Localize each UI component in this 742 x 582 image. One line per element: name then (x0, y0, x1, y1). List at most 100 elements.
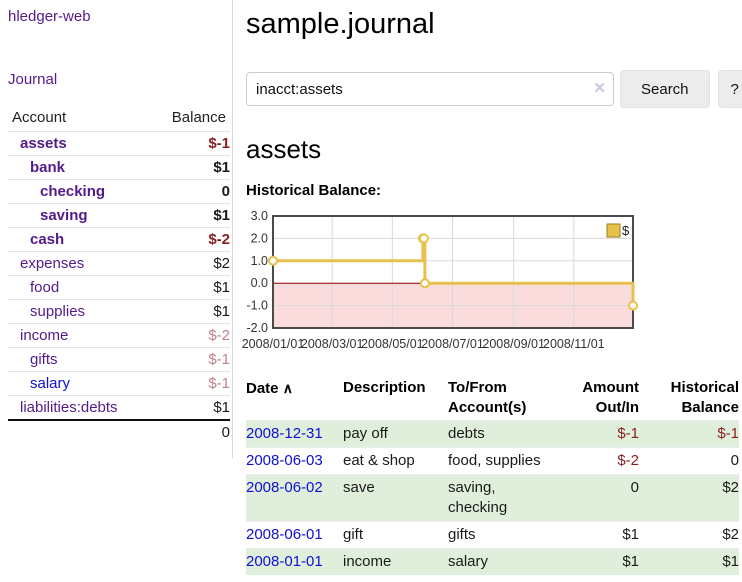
chart-title: Historical Balance: (246, 182, 382, 199)
register-header-date[interactable]: Date ∧ (246, 376, 343, 421)
register-header-balance: Historical Balance (670, 379, 739, 416)
svg-text:2008/11/01: 2008/11/01 (543, 337, 605, 351)
register-row: 2008-06-02 save saving, checking 0 $2 (246, 474, 739, 522)
register-header-description: Description (343, 379, 426, 396)
transaction-amount: $-2 (563, 447, 639, 475)
transaction-balance: $-1 (639, 420, 739, 448)
account-row: checking 0 (8, 179, 230, 204)
main-content: sample.journal ✕ Search ? assets Histori… (233, 0, 742, 575)
account-balance: $1 (149, 395, 230, 420)
account-row: income $-2 (8, 323, 230, 348)
accounts-total-value: 0 (149, 419, 230, 444)
account-link[interactable]: supplies (30, 303, 86, 320)
register-row: 2008-01-01 income salary $1 $1 (246, 548, 739, 575)
account-balance: $-1 (149, 347, 230, 372)
search-button[interactable]: Search (620, 70, 710, 108)
transaction-date-link[interactable]: 2008-12-31 (246, 425, 323, 442)
search-input[interactable] (246, 72, 614, 106)
transaction-amount: $1 (563, 521, 639, 549)
transaction-description: gift (343, 521, 448, 549)
account-balance: $1 (149, 203, 230, 228)
transaction-accounts: saving, checking (448, 474, 563, 522)
register-row: 2008-06-01 gift gifts $1 $2 (246, 521, 739, 549)
transaction-description: income (343, 548, 448, 575)
svg-text:2008/09/01: 2008/09/01 (482, 337, 545, 351)
account-balance: $-1 (149, 131, 230, 156)
svg-text:2008/07/01: 2008/07/01 (421, 337, 484, 351)
register-header-row: Date ∧ Description To/From Account(s) Am… (246, 376, 739, 421)
account-link[interactable]: liabilities:debts (20, 399, 118, 416)
transaction-balance: 0 (639, 447, 739, 475)
register-table: Date ∧ Description To/From Account(s) Am… (246, 376, 739, 575)
help-button[interactable]: ? (717, 70, 742, 108)
register-header-amount: Amount Out/In (582, 379, 639, 416)
account-heading: assets (246, 134, 322, 164)
search-form: ✕ Search ? (246, 70, 742, 108)
register-row: 2008-06-03 eat & shop food, supplies $-2… (246, 447, 739, 475)
svg-text:3.0: 3.0 (251, 209, 268, 223)
accounts-table: Account Balance assets $-1 bank $1 check… (8, 107, 230, 444)
account-row: assets $-1 (8, 131, 230, 156)
account-balance: 0 (149, 179, 230, 204)
account-link[interactable]: food (30, 279, 60, 296)
app-title-link[interactable]: hledger-web (8, 8, 91, 25)
account-row: expenses $2 (8, 251, 230, 276)
sidebar: hledger-web Journal Account Balance asse… (0, 0, 233, 458)
transaction-balance: $2 (639, 474, 739, 522)
transaction-accounts: salary (448, 548, 563, 575)
transaction-balance: $1 (639, 548, 739, 575)
transaction-description: pay off (343, 420, 448, 448)
svg-text:$: $ (622, 223, 630, 238)
transaction-description: eat & shop (343, 447, 448, 475)
account-row: food $1 (8, 275, 230, 300)
accounts-total-row: 0 (8, 419, 230, 444)
register-header-accounts: To/From Account(s) (448, 379, 527, 416)
transaction-amount: 0 (563, 474, 639, 522)
account-link[interactable]: cash (30, 231, 65, 248)
date-header-label: Date (246, 380, 279, 397)
transaction-amount: $-1 (563, 420, 639, 448)
account-row: supplies $1 (8, 299, 230, 324)
svg-text:0.0: 0.0 (251, 276, 268, 290)
account-balance: $1 (149, 155, 230, 180)
accounts-header-row: Account Balance (8, 107, 230, 132)
register-row: 2008-12-31 pay off debts $-1 $-1 (246, 420, 739, 448)
sidebar-item-journal[interactable]: Journal (8, 71, 58, 88)
transaction-accounts: food, supplies (448, 447, 563, 475)
account-balance: $1 (149, 299, 230, 324)
svg-text:2008/01/01: 2008/01/01 (242, 337, 305, 351)
transaction-date-link[interactable]: 2008-06-01 (246, 526, 323, 543)
account-link[interactable]: income (20, 327, 69, 344)
account-row: bank $1 (8, 155, 230, 180)
account-balance: $2 (149, 251, 230, 276)
account-link[interactable]: bank (30, 159, 66, 176)
account-link[interactable]: gifts (30, 351, 58, 368)
transaction-description: save (343, 474, 448, 522)
svg-text:2.0: 2.0 (251, 231, 268, 245)
transaction-accounts: debts (448, 420, 563, 448)
account-balance: $1 (149, 275, 230, 300)
transaction-balance: $2 (639, 521, 739, 549)
transaction-date-link[interactable]: 2008-01-01 (246, 553, 323, 570)
balance-chart-svg: 3.0 2.0 1.0 0.0 -1.0 -2.0 2008/01/012008/03/01… (242, 209, 638, 351)
svg-text:-1.0: -1.0 (246, 299, 268, 313)
account-balance: $-2 (149, 323, 230, 348)
account-row: gifts $-1 (8, 347, 230, 372)
account-link[interactable]: saving (40, 207, 88, 224)
account-link[interactable]: expenses (20, 255, 85, 272)
account-link[interactable]: assets (20, 135, 67, 152)
account-link[interactable]: checking (40, 183, 106, 200)
balance-column-header: Balance (171, 109, 226, 126)
account-link[interactable]: salary (30, 375, 71, 392)
account-column-header: Account (12, 109, 67, 126)
transaction-date-link[interactable]: 2008-06-02 (246, 479, 323, 496)
svg-text:2008/05/01: 2008/05/01 (361, 337, 424, 351)
clear-search-icon[interactable]: ✕ (593, 80, 606, 97)
transaction-accounts: gifts (448, 521, 563, 549)
account-balance: $-1 (149, 371, 230, 396)
account-row: liabilities:debts $1 (8, 395, 230, 420)
historical-balance-chart: 3.0 2.0 1.0 0.0 -1.0 -2.0 2008/01/01 2008/03/01… (240, 207, 742, 362)
transaction-date-link[interactable]: 2008-06-03 (246, 452, 323, 469)
search-input-wrap: ✕ (246, 72, 614, 106)
